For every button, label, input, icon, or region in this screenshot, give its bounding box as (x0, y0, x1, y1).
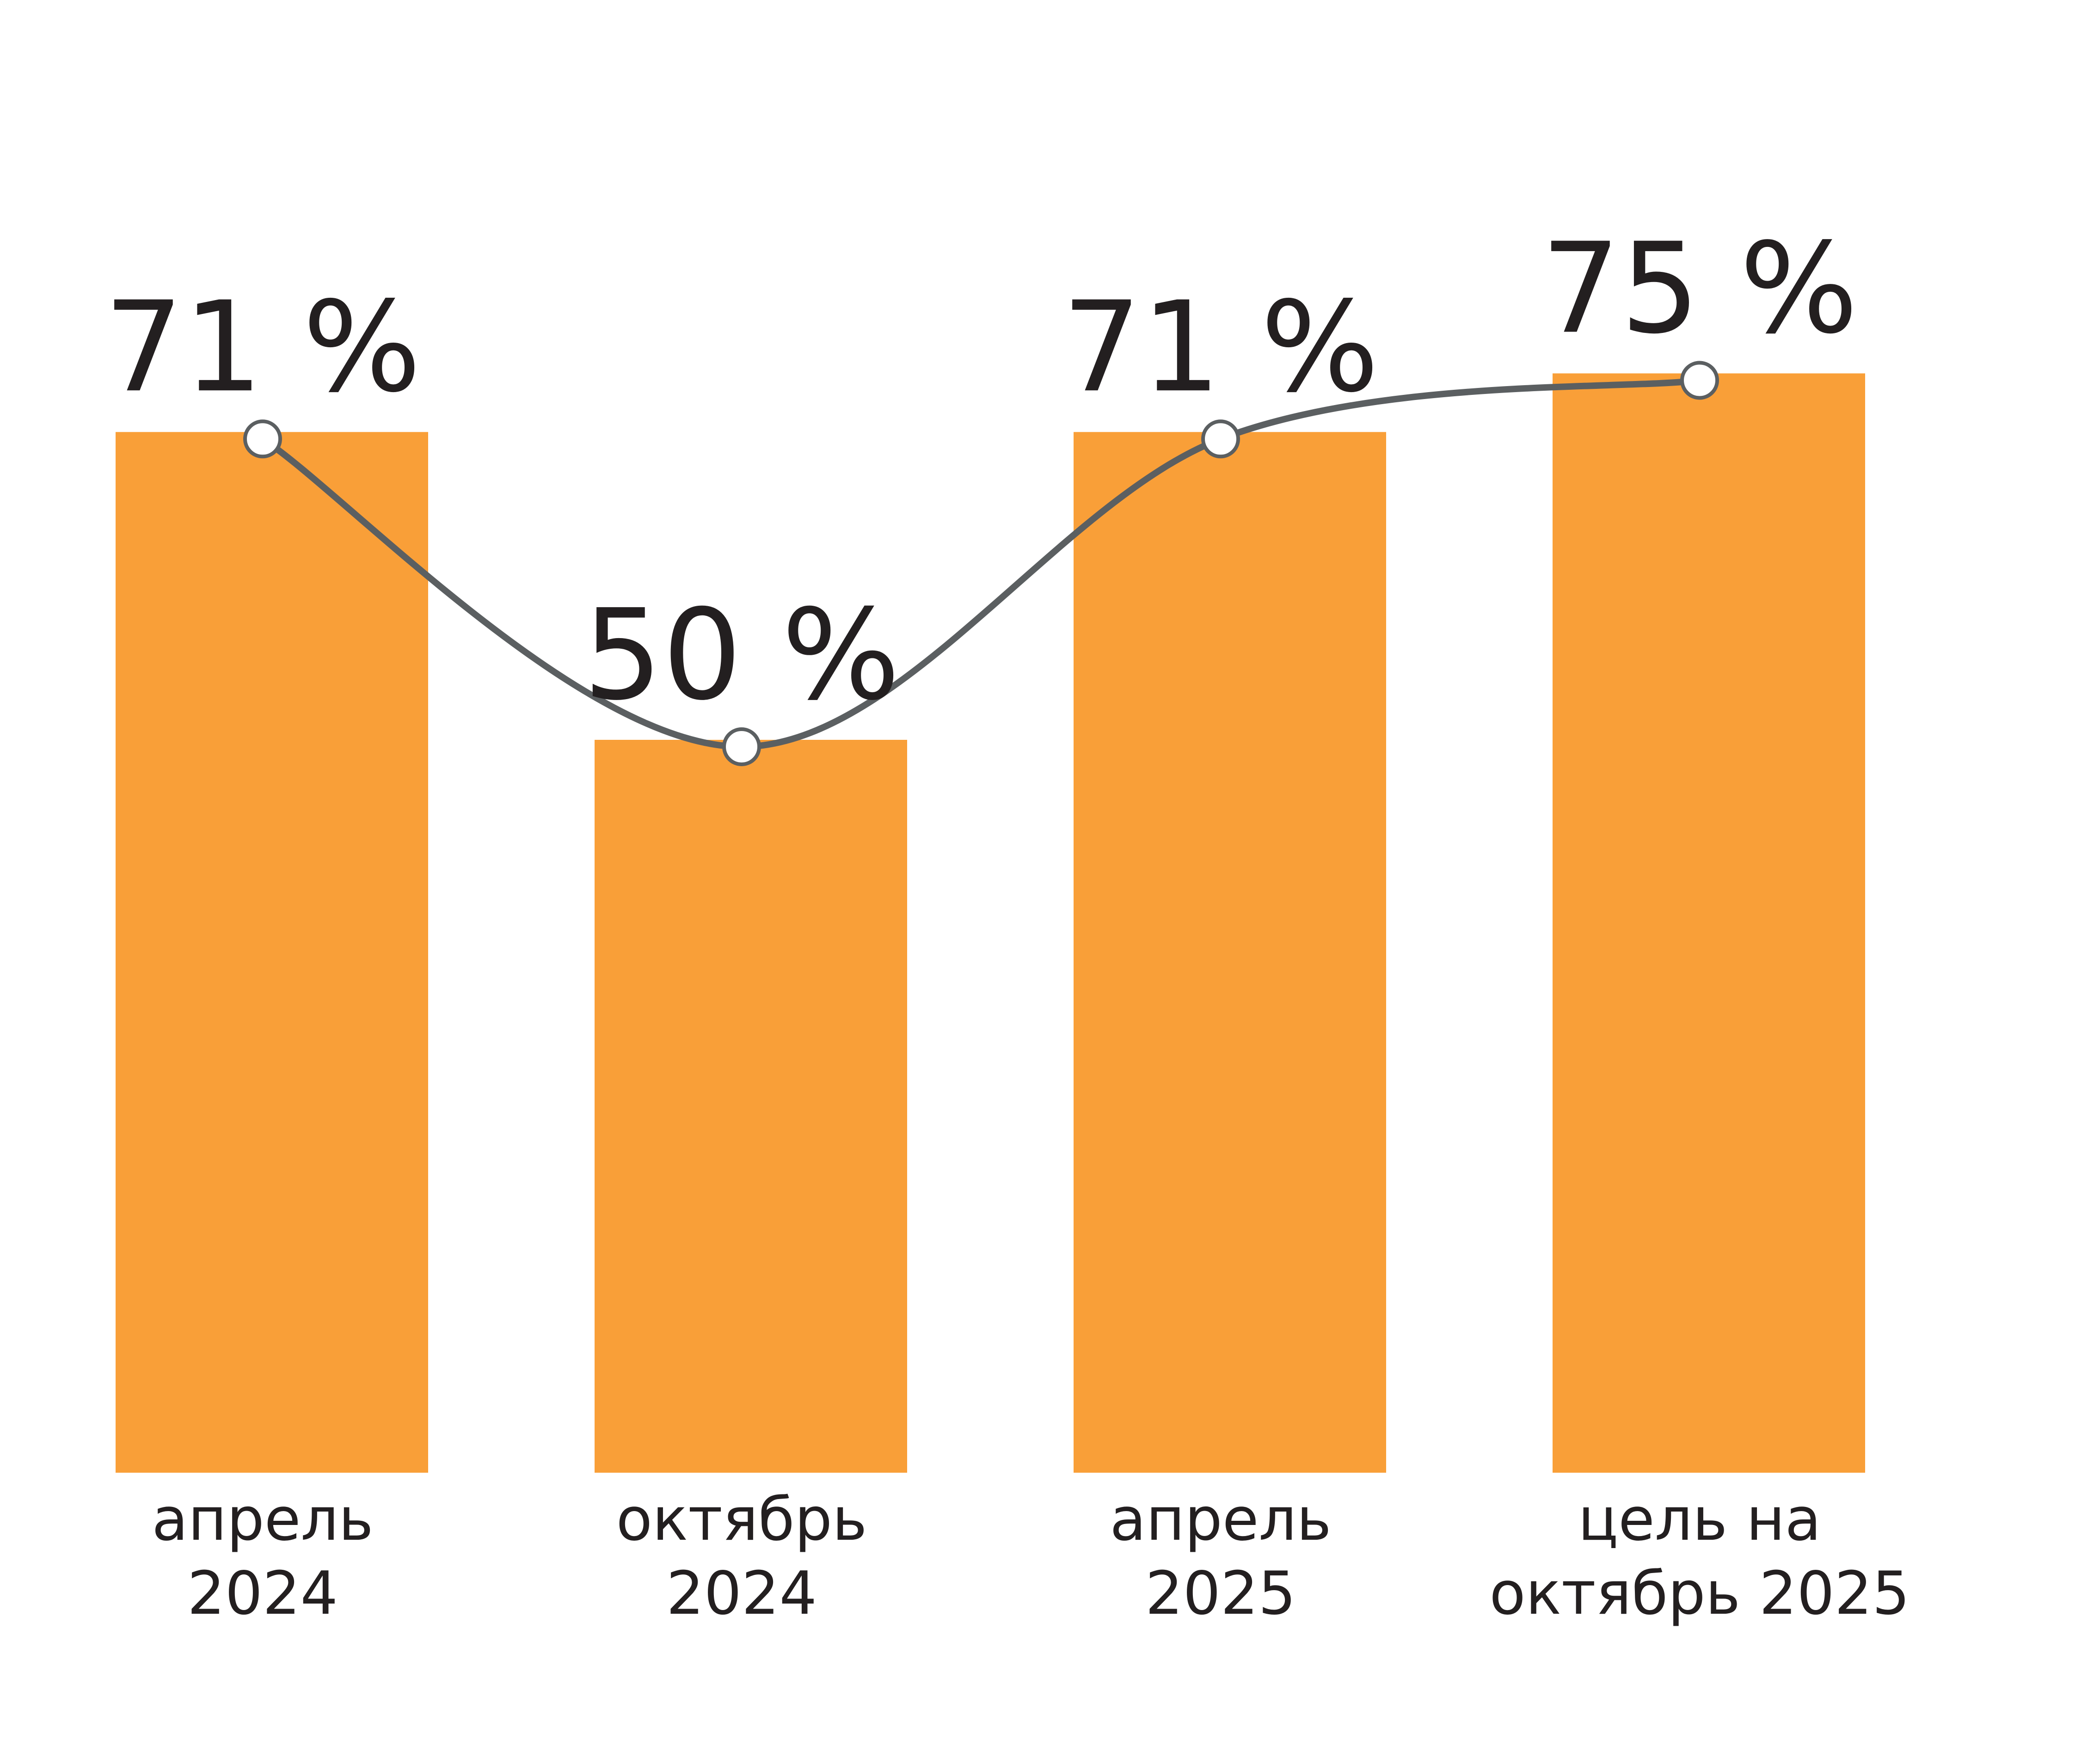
value-label: 71 % (1062, 274, 1379, 420)
trend-line (259, 377, 1703, 750)
line-marker (243, 419, 282, 459)
value-label: 71 % (104, 274, 421, 420)
category-label: цель на октябрь 2025 (1489, 1485, 1910, 1628)
value-label: 50 % (583, 582, 900, 728)
bar (1074, 432, 1386, 1473)
line-marker (722, 727, 761, 766)
value-label: 75 % (1541, 216, 1858, 362)
markers-group (243, 361, 1719, 766)
category-label: октябрь 2024 (616, 1485, 867, 1628)
bar (1553, 373, 1865, 1473)
category-label: апрель 2024 (152, 1485, 373, 1628)
category-labels-group: апрель 2024 октябрь 2024 апрель 2025 цель на ок… (152, 1485, 1910, 1628)
category-label: апрель 2025 (1110, 1485, 1331, 1628)
line-marker (1201, 419, 1240, 459)
bar (116, 432, 428, 1473)
line-marker (1680, 361, 1719, 400)
bar (595, 740, 907, 1473)
bars-group (116, 373, 1865, 1473)
value-labels-group: 71 % 50 % 71 % 75 % (104, 216, 1858, 728)
